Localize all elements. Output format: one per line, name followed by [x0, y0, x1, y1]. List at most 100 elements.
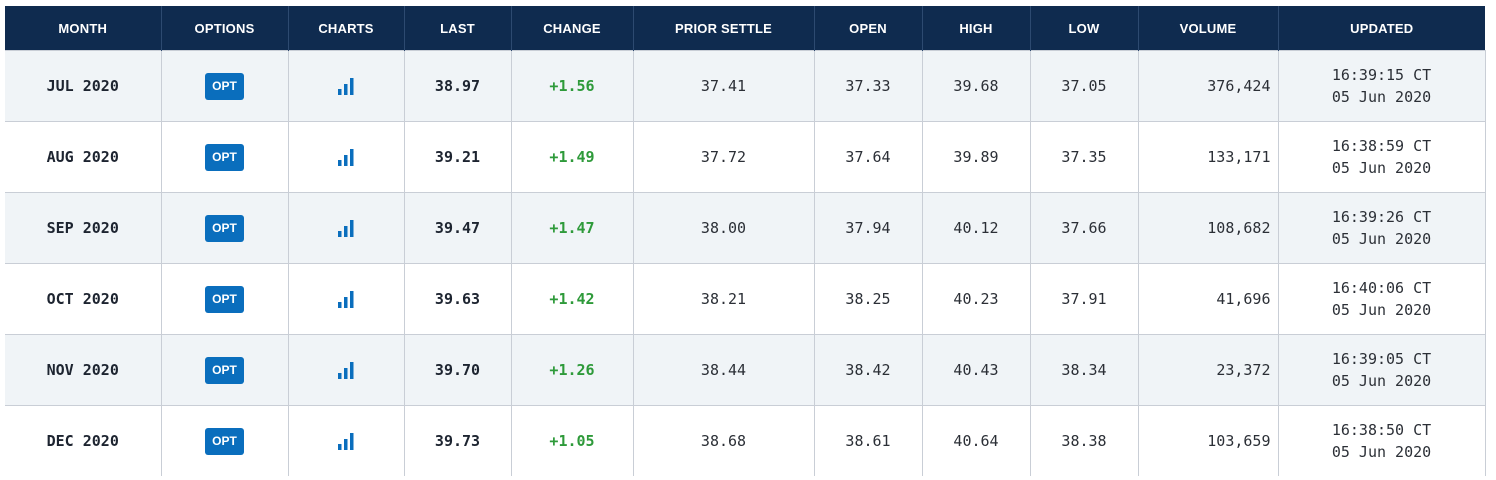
options-cell: OPT	[161, 121, 289, 193]
updated-date: 05 Jun 2020	[1331, 88, 1432, 106]
bar-chart-icon[interactable]	[337, 219, 355, 238]
updated-time: 16:40:06 CT	[1331, 279, 1432, 297]
updated-date: 05 Jun 2020	[1331, 230, 1432, 248]
column-header-updated[interactable]: UPDATED	[1278, 6, 1485, 51]
updated-date: 05 Jun 2020	[1331, 443, 1432, 461]
updated-cell: 16:39:26 CT 05 Jun 2020	[1278, 192, 1486, 264]
column-header-last[interactable]: LAST	[404, 6, 512, 51]
updated-cell: 16:40:06 CT 05 Jun 2020	[1278, 263, 1486, 335]
bar-chart-icon[interactable]	[337, 148, 355, 167]
charts-cell	[288, 50, 405, 122]
updated-cell: 16:39:15 CT 05 Jun 2020	[1278, 50, 1486, 122]
options-button[interactable]: OPT	[205, 427, 244, 455]
prior-settle-cell: 38.21	[633, 263, 815, 335]
options-cell: OPT	[161, 263, 289, 335]
open-cell: 38.25	[814, 263, 923, 335]
high-cell: 40.43	[922, 334, 1031, 406]
column-header-open[interactable]: OPEN	[814, 6, 923, 51]
low-cell: 37.91	[1030, 263, 1139, 335]
volume-cell: 23,372	[1138, 334, 1279, 406]
month-cell[interactable]: NOV 2020	[5, 334, 162, 406]
charts-cell	[288, 334, 405, 406]
bar-chart-icon[interactable]	[337, 432, 355, 451]
open-cell: 38.61	[814, 405, 923, 476]
column-header-volume[interactable]: VOLUME	[1138, 6, 1279, 51]
updated-time: 16:39:15 CT	[1331, 66, 1432, 84]
table-row: JUL 2020 OPT 38.97 +1.56 37.41 37.33 39.…	[5, 50, 1486, 122]
open-cell: 37.64	[814, 121, 923, 193]
charts-cell	[288, 192, 405, 264]
column-header-change[interactable]: CHANGE	[511, 6, 634, 51]
options-button[interactable]: OPT	[205, 356, 244, 384]
options-cell: OPT	[161, 334, 289, 406]
open-cell: 37.33	[814, 50, 923, 122]
high-cell: 39.68	[922, 50, 1031, 122]
volume-cell: 41,696	[1138, 263, 1279, 335]
change-cell: +1.42	[511, 263, 634, 335]
options-button[interactable]: OPT	[205, 214, 244, 242]
options-button[interactable]: OPT	[205, 143, 244, 171]
low-cell: 37.66	[1030, 192, 1139, 264]
updated-time: 16:38:59 CT	[1331, 137, 1432, 155]
change-cell: +1.47	[511, 192, 634, 264]
low-cell: 38.38	[1030, 405, 1139, 476]
column-header-options: OPTIONS	[161, 6, 289, 51]
table-body: JUL 2020 OPT 38.97 +1.56 37.41 37.33 39.…	[5, 50, 1486, 476]
charts-cell	[288, 405, 405, 476]
column-header-high[interactable]: HIGH	[922, 6, 1031, 51]
options-button[interactable]: OPT	[205, 72, 244, 100]
charts-cell	[288, 263, 405, 335]
month-cell[interactable]: AUG 2020	[5, 121, 162, 193]
change-cell: +1.49	[511, 121, 634, 193]
updated-time: 16:38:50 CT	[1331, 421, 1432, 439]
updated-date: 05 Jun 2020	[1331, 301, 1432, 319]
open-cell: 37.94	[814, 192, 923, 264]
updated-date: 05 Jun 2020	[1331, 372, 1432, 390]
month-cell[interactable]: SEP 2020	[5, 192, 162, 264]
table-row: AUG 2020 OPT 39.21 +1.49 37.72 37.64 39.…	[5, 121, 1486, 193]
column-header-month[interactable]: MONTH	[5, 6, 162, 51]
column-header-low[interactable]: LOW	[1030, 6, 1139, 51]
volume-cell: 376,424	[1138, 50, 1279, 122]
column-header-prior-settle[interactable]: PRIOR SETTLE	[633, 6, 815, 51]
high-cell: 40.64	[922, 405, 1031, 476]
volume-cell: 103,659	[1138, 405, 1279, 476]
futures-quotes-table: MONTH OPTIONS CHARTS LAST CHANGE PRIOR S…	[5, 6, 1486, 476]
options-cell: OPT	[161, 405, 289, 476]
change-cell: +1.05	[511, 405, 634, 476]
high-cell: 40.23	[922, 263, 1031, 335]
prior-settle-cell: 38.68	[633, 405, 815, 476]
updated-time: 16:39:05 CT	[1331, 350, 1432, 368]
options-button[interactable]: OPT	[205, 285, 244, 313]
change-cell: +1.26	[511, 334, 634, 406]
month-cell[interactable]: DEC 2020	[5, 405, 162, 476]
low-cell: 37.05	[1030, 50, 1139, 122]
high-cell: 40.12	[922, 192, 1031, 264]
updated-date: 05 Jun 2020	[1331, 159, 1432, 177]
updated-cell: 16:38:59 CT 05 Jun 2020	[1278, 121, 1486, 193]
month-cell[interactable]: OCT 2020	[5, 263, 162, 335]
last-price-cell: 38.97	[404, 50, 512, 122]
last-price-cell: 39.73	[404, 405, 512, 476]
last-price-cell: 39.63	[404, 263, 512, 335]
bar-chart-icon[interactable]	[337, 361, 355, 380]
updated-cell: 16:38:50 CT 05 Jun 2020	[1278, 405, 1486, 476]
table-row: OCT 2020 OPT 39.63 +1.42 38.21 38.25 40.…	[5, 263, 1486, 335]
updated-time: 16:39:26 CT	[1331, 208, 1432, 226]
options-cell: OPT	[161, 192, 289, 264]
table-row: SEP 2020 OPT 39.47 +1.47 38.00 37.94 40.…	[5, 192, 1486, 264]
bar-chart-icon[interactable]	[337, 290, 355, 309]
charts-cell	[288, 121, 405, 193]
month-cell[interactable]: JUL 2020	[5, 50, 162, 122]
open-cell: 38.42	[814, 334, 923, 406]
column-header-charts: CHARTS	[288, 6, 405, 51]
change-cell: +1.56	[511, 50, 634, 122]
high-cell: 39.89	[922, 121, 1031, 193]
bar-chart-icon[interactable]	[337, 77, 355, 96]
low-cell: 37.35	[1030, 121, 1139, 193]
table-row: NOV 2020 OPT 39.70 +1.26 38.44 38.42 40.…	[5, 334, 1486, 406]
low-cell: 38.34	[1030, 334, 1139, 406]
last-price-cell: 39.70	[404, 334, 512, 406]
futures-quotes-table-container: MONTH OPTIONS CHARTS LAST CHANGE PRIOR S…	[5, 6, 1486, 476]
options-cell: OPT	[161, 50, 289, 122]
